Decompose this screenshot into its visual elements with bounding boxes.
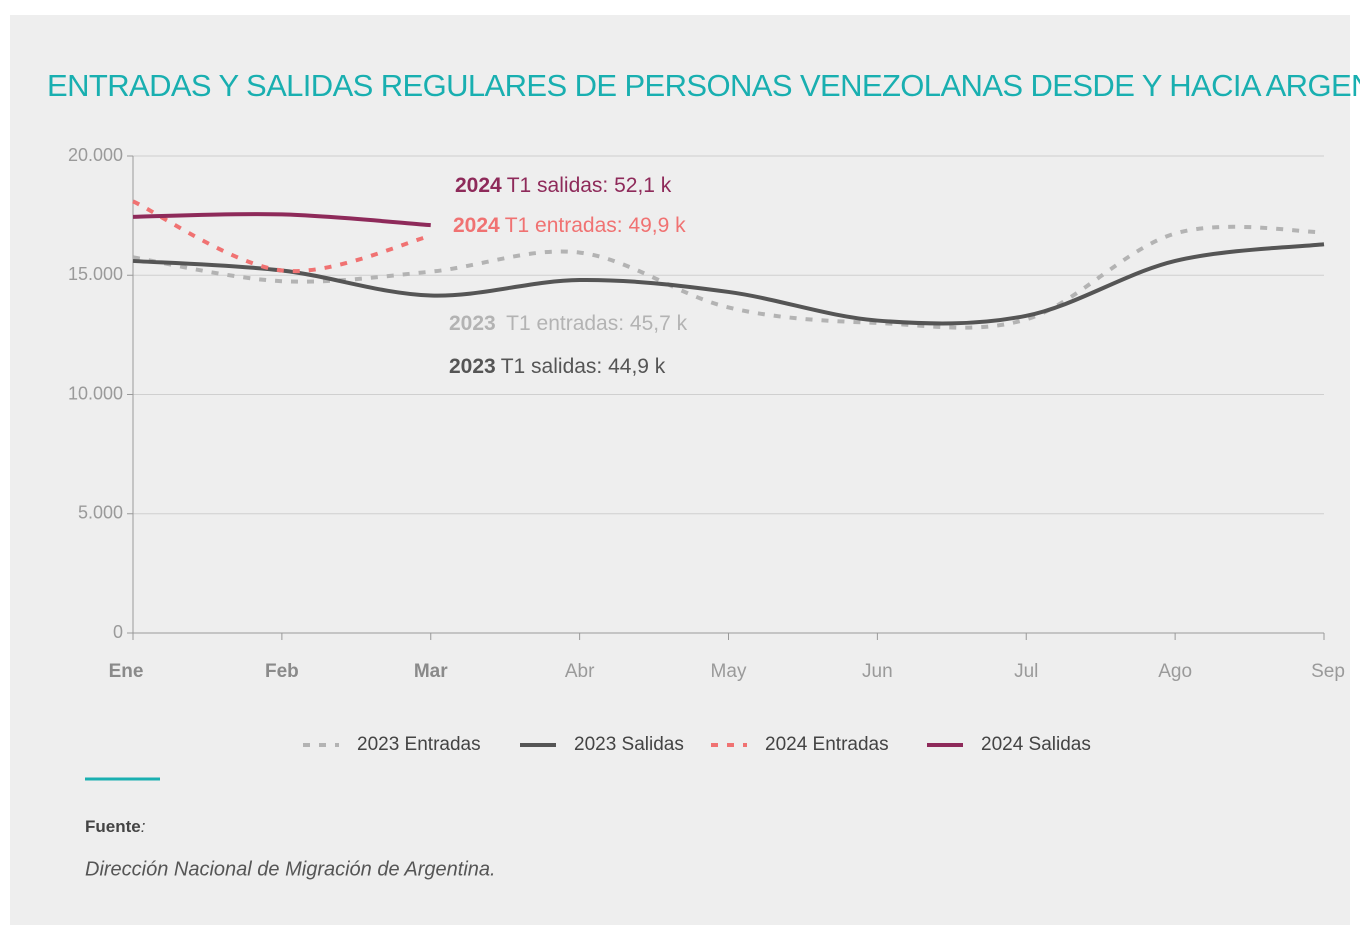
annotation: 2024 T1 entradas: 49,9 k — [453, 214, 686, 237]
annotation-year: 2023 — [449, 312, 496, 335]
legend-label: 2024 Salidas — [981, 734, 1091, 755]
source: Dirección Nacional de Migración de Argen… — [85, 858, 496, 880]
chart-title: ENTRADAS Y SALIDAS REGULARES DE PERSONAS… — [47, 68, 1360, 103]
y-tick-label: 20.000 — [68, 145, 123, 165]
legend-label: 2023 Salidas — [574, 734, 684, 755]
series-line — [132, 224, 1325, 330]
x-tick-label: Sep — [1311, 661, 1345, 682]
x-tick-label: Abr — [565, 661, 595, 682]
series-line — [132, 199, 432, 274]
source-heading-colon: : — [141, 817, 146, 836]
x-tick-label: Mar — [414, 661, 448, 682]
x-tick-label: Ene — [109, 661, 144, 682]
annotation-text: T1 entradas: 49,9 k — [505, 214, 686, 237]
source-heading: Fuente: — [85, 817, 146, 836]
y-tick-label: 15.000 — [68, 264, 123, 284]
y-tick-label: 5.000 — [78, 503, 123, 523]
panel — [10, 15, 1350, 925]
series-line — [132, 212, 431, 228]
annotation-text: T1 salidas: 52,1 k — [507, 174, 672, 197]
y-tick-label: 0 — [113, 622, 123, 642]
annotation: 2024 T1 salidas: 52,1 k — [455, 174, 672, 197]
series-line — [132, 242, 1325, 326]
y-tick-label: 10.000 — [68, 383, 123, 403]
legend-label: 2024 Entradas — [765, 734, 889, 755]
annotation-year: 2024 — [453, 214, 500, 237]
x-tick-label: Feb — [265, 661, 299, 682]
x-tick-label: Ago — [1158, 661, 1192, 682]
annotation: 2023 T1 entradas: 45,7 k — [449, 312, 688, 335]
source-heading-label: Fuente — [85, 817, 141, 836]
annotation-text: T1 salidas: 44,9 k — [501, 355, 666, 378]
annotation-year: 2023 — [449, 355, 496, 378]
legend-label: 2023 Entradas — [357, 734, 481, 755]
annotation-text: T1 entradas: 45,7 k — [501, 312, 688, 335]
x-tick-label: May — [711, 661, 747, 682]
annotation-year: 2024 — [455, 174, 502, 197]
x-tick-label: Jun — [862, 661, 893, 682]
x-tick-label: Jul — [1014, 661, 1038, 682]
annotation: 2023 T1 salidas: 44,9 k — [449, 355, 666, 378]
